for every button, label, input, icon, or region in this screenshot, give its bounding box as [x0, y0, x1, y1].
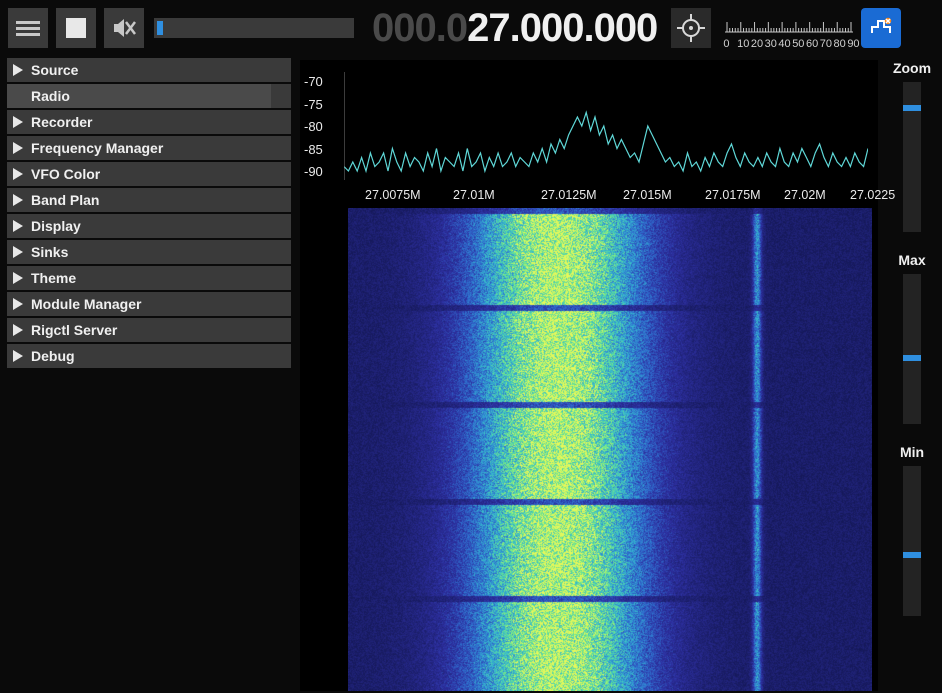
panel-label: Display — [31, 218, 81, 234]
slider-label: Zoom — [888, 60, 936, 76]
panel-debug[interactable]: Debug — [7, 344, 291, 368]
frequency-display[interactable]: 000.027.000.000 — [372, 6, 657, 51]
volume-slider[interactable] — [154, 18, 354, 38]
slider-max: Max — [888, 252, 936, 424]
fft-ytick: -85 — [304, 142, 338, 157]
panel-module-manager[interactable]: Module Manager — [7, 292, 291, 316]
expand-icon — [13, 64, 23, 76]
fft-xtick: 27.0175M — [705, 188, 761, 202]
top-toolbar: 000.027.000.000 0 102030405060708090 — [0, 0, 942, 56]
fft-ytick: -80 — [304, 119, 338, 134]
panel-band-plan[interactable]: Band Plan — [7, 188, 291, 212]
panel-theme[interactable]: Theme — [7, 266, 291, 290]
snr-scale: 0102030405060708090 — [725, 8, 853, 48]
panel-label: Rigctl Server — [31, 322, 117, 338]
slider-min: Min — [888, 444, 936, 616]
panel-label: Recorder — [31, 114, 92, 130]
panel-label: Sinks — [31, 244, 68, 260]
stop-icon — [66, 18, 86, 38]
slider-label: Max — [888, 252, 936, 268]
panel-label: Radio — [31, 88, 70, 104]
fft-xtick: 27.015M — [623, 188, 672, 202]
expand-icon — [13, 324, 23, 336]
panel-sinks[interactable]: Sinks — [7, 240, 291, 264]
slider-track[interactable] — [903, 82, 921, 232]
fft-ytick: -90 — [304, 164, 338, 179]
speaker-muted-icon — [111, 15, 137, 41]
hamburger-icon — [16, 18, 40, 39]
tune-button[interactable] — [861, 8, 901, 48]
slider-zoom: Zoom — [888, 60, 936, 232]
fft-ytick: -75 — [304, 97, 338, 112]
stop-button[interactable] — [56, 8, 96, 48]
tune-icon — [868, 15, 894, 41]
fft-xtick: 27.01M — [453, 188, 495, 202]
expand-icon — [13, 272, 23, 284]
slider-knob[interactable] — [903, 355, 921, 361]
sidebar-panels: Source Radio Recorder Frequency Manager VFO … — [7, 58, 291, 370]
panel-recorder[interactable]: Recorder — [7, 110, 291, 134]
expand-icon — [13, 142, 23, 154]
panel-source[interactable]: Source — [7, 58, 291, 82]
fft-ytick: -70 — [304, 74, 338, 89]
panel-label: Source — [31, 62, 78, 78]
panel-rigctl-server[interactable]: Rigctl Server — [7, 318, 291, 342]
panel-label: Band Plan — [31, 192, 99, 208]
panel-vfo-color[interactable]: VFO Color — [7, 162, 291, 186]
scale-tick: 50 — [792, 38, 804, 50]
expand-icon — [13, 350, 23, 362]
fft-panel[interactable]: -70 -75 -80 -85 -90 27.0075M 27.01M 27.0125M 27… — [300, 60, 878, 208]
center-button[interactable] — [671, 8, 711, 48]
scale-tick: 70 — [820, 38, 832, 50]
scale-tick: 0 — [723, 38, 729, 50]
crosshair-icon — [677, 14, 705, 42]
scale-tick: 40 — [778, 38, 790, 50]
slider-track[interactable] — [903, 274, 921, 424]
spectrum-view: -70 -75 -80 -85 -90 27.0075M 27.01M 27.0125M 27… — [300, 60, 878, 691]
panel-label: VFO Color — [31, 166, 100, 182]
expand-icon — [13, 220, 23, 232]
panel-radio[interactable]: Radio — [7, 84, 291, 108]
fft-xtick: 27.02M — [784, 188, 826, 202]
scale-tick: 30 — [765, 38, 777, 50]
menu-button[interactable] — [8, 8, 48, 48]
panel-display[interactable]: Display — [7, 214, 291, 238]
fft-xtick: 27.0075M — [365, 188, 421, 202]
expand-icon — [13, 246, 23, 258]
slider-track[interactable] — [903, 466, 921, 616]
expand-icon — [13, 168, 23, 180]
fft-xtick: 27.0125M — [541, 188, 597, 202]
scale-tick: 90 — [847, 38, 859, 50]
frequency-lit: 27.000.000 — [467, 6, 657, 50]
expand-icon — [13, 194, 23, 206]
slider-knob[interactable] — [903, 105, 921, 111]
panel-label: Theme — [31, 270, 76, 286]
waterfall-display[interactable] — [348, 208, 872, 691]
panel-label: Module Manager — [31, 296, 141, 312]
scale-tick: 20 — [751, 38, 763, 50]
slider-knob[interactable] — [903, 552, 921, 558]
mute-button[interactable] — [104, 8, 144, 48]
expand-icon — [13, 298, 23, 310]
scale-tick: 60 — [806, 38, 818, 50]
volume-fill — [157, 21, 163, 35]
scale-tick: 80 — [834, 38, 846, 50]
expand-icon — [13, 116, 23, 128]
right-sliders: Zoom Max Min — [888, 60, 936, 636]
slider-label: Min — [888, 444, 936, 460]
frequency-dim: 000.0 — [372, 6, 467, 50]
scale-tick: 10 — [737, 38, 749, 50]
fft-trace — [344, 72, 868, 180]
panel-frequency-manager[interactable]: Frequency Manager — [7, 136, 291, 160]
panel-label: Frequency Manager — [31, 140, 163, 156]
panel-label: Debug — [31, 348, 75, 364]
